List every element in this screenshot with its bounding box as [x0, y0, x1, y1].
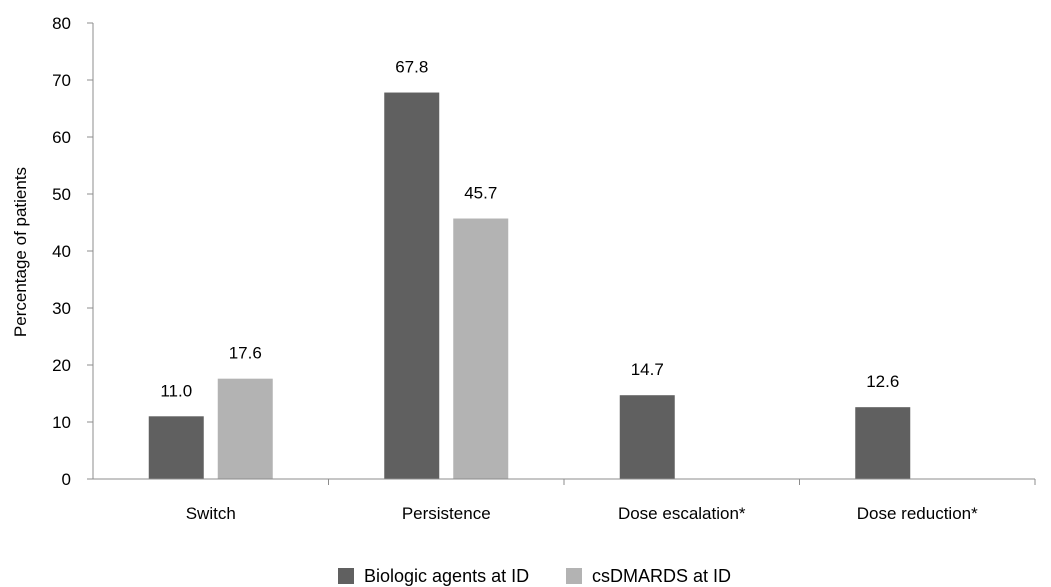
x-tick-label: Switch: [186, 504, 236, 523]
bar-csdmards: [453, 218, 509, 479]
y-tick-label: 40: [52, 242, 71, 261]
bar-csdmards: [217, 378, 273, 479]
value-label: 11.0: [160, 381, 192, 400]
legend-label-csdmards: csDMARDS at ID: [592, 566, 731, 586]
y-axis-title: Percentage of patients: [11, 167, 30, 337]
bar-biologic: [148, 416, 204, 479]
value-label: 67.8: [395, 58, 428, 77]
y-tick-label: 60: [52, 128, 71, 147]
value-labels: 11.0 17.6 67.8 45.7 14.7 12.6: [160, 58, 899, 401]
y-tick-label: 0: [62, 470, 71, 489]
x-tick-label: Persistence: [402, 504, 491, 523]
y-tick-label: 50: [52, 185, 71, 204]
bar-biologic: [384, 92, 440, 479]
x-tick-label: Dose escalation*: [618, 504, 746, 523]
bar-biologic: [855, 407, 911, 479]
value-label: 14.7: [631, 360, 664, 379]
legend-swatch-biologic: [338, 568, 354, 584]
legend: Biologic agents at ID csDMARDS at ID: [338, 566, 731, 586]
legend-swatch-csdmards: [566, 568, 582, 584]
value-label: 12.6: [866, 372, 899, 391]
y-axis: 0 10 20 30 40 50 60 70 80: [52, 14, 93, 489]
y-tick-label: 10: [52, 413, 71, 432]
legend-label-biologic: Biologic agents at ID: [364, 566, 529, 586]
bar-biologic: [619, 395, 675, 479]
y-tick-label: 30: [52, 299, 71, 318]
x-tick-label: Dose reduction*: [857, 504, 978, 523]
y-tick-label: 20: [52, 356, 71, 375]
value-label: 45.7: [464, 184, 497, 203]
bars: [148, 92, 911, 479]
y-tick-label: 70: [52, 71, 71, 90]
x-axis-labels: Switch Persistence Dose escalation* Dose re…: [186, 479, 1036, 523]
y-tick-label: 80: [52, 14, 71, 33]
value-label: 17.6: [229, 344, 262, 363]
